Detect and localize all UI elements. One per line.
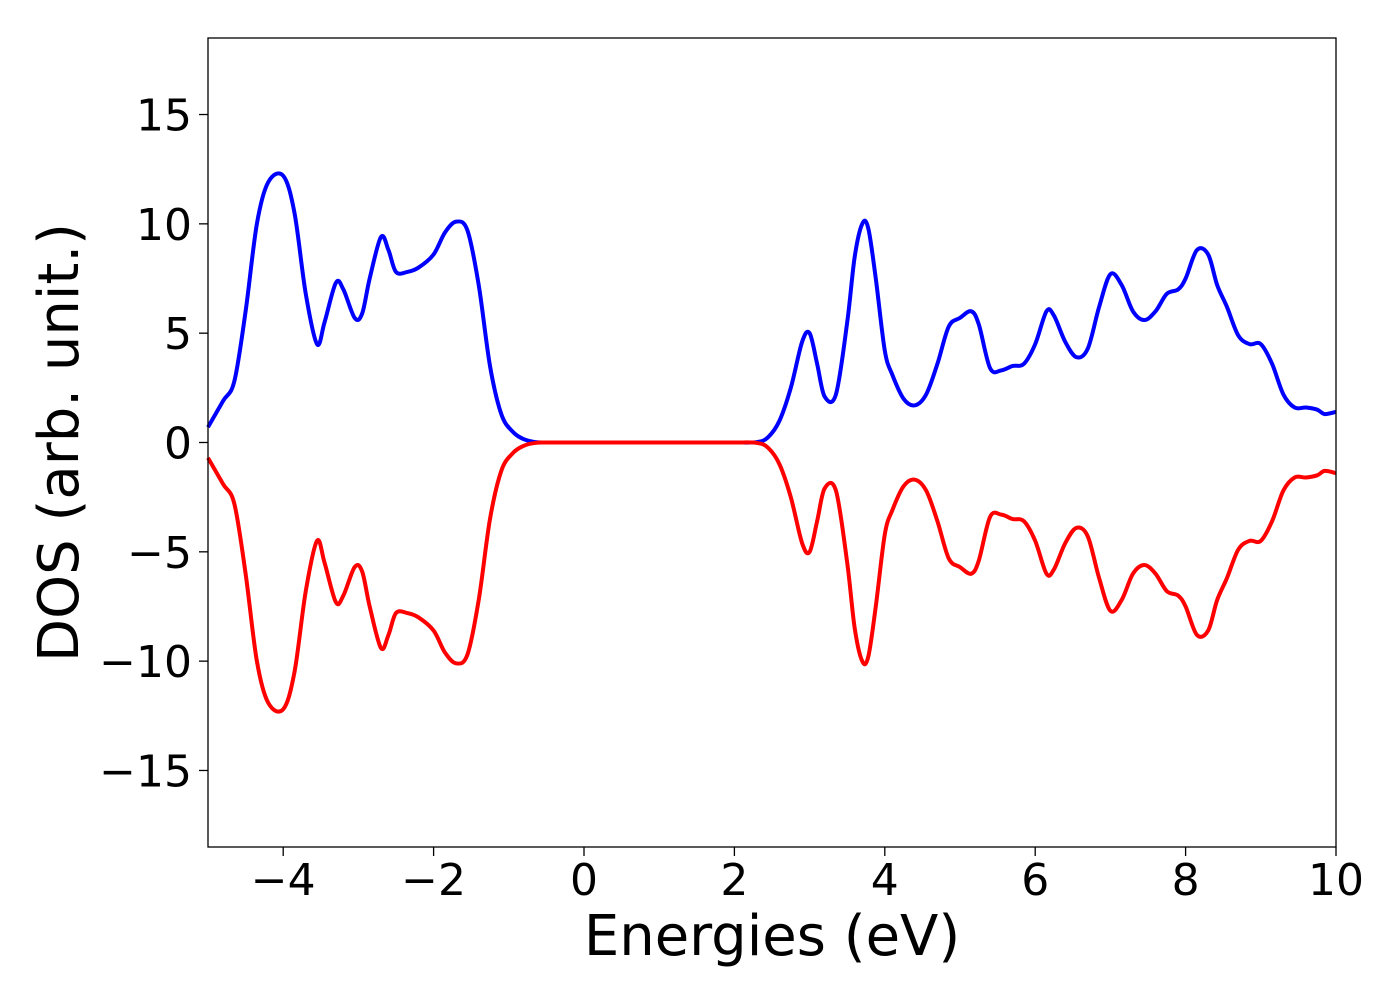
x-axis-ticks: −4 −2 0 2 4 6 8 10 [251, 847, 1364, 906]
x-tick-label: 8 [1172, 855, 1200, 906]
y-tick-label: −10 [99, 637, 192, 688]
y-tick-label: 10 [136, 200, 192, 251]
y-tick-label: −15 [99, 746, 192, 797]
x-tick-label: 4 [871, 855, 899, 906]
x-tick-label: −2 [401, 855, 466, 906]
y-tick-label: −5 [127, 528, 192, 579]
series-layer [206, 171, 1337, 714]
series-line-blue [206, 171, 1337, 445]
x-tick-label: 10 [1308, 855, 1364, 906]
y-axis-ticks: −15 −10 −5 0 5 10 15 [99, 91, 208, 797]
y-tick-label: 5 [164, 309, 192, 360]
y-axis-label: DOS (arb. unit.) [27, 223, 92, 662]
x-tick-label: 2 [720, 855, 748, 906]
y-tick-label: 0 [164, 419, 192, 470]
y-tick-label: 15 [136, 91, 192, 142]
x-tick-label: 0 [570, 855, 598, 906]
plot-frame [207, 37, 1337, 848]
series-line-red [206, 440, 1337, 714]
x-tick-label: 6 [1021, 855, 1049, 906]
x-tick-label: −4 [251, 855, 316, 906]
x-axis-label: Energies (eV) [584, 904, 960, 969]
